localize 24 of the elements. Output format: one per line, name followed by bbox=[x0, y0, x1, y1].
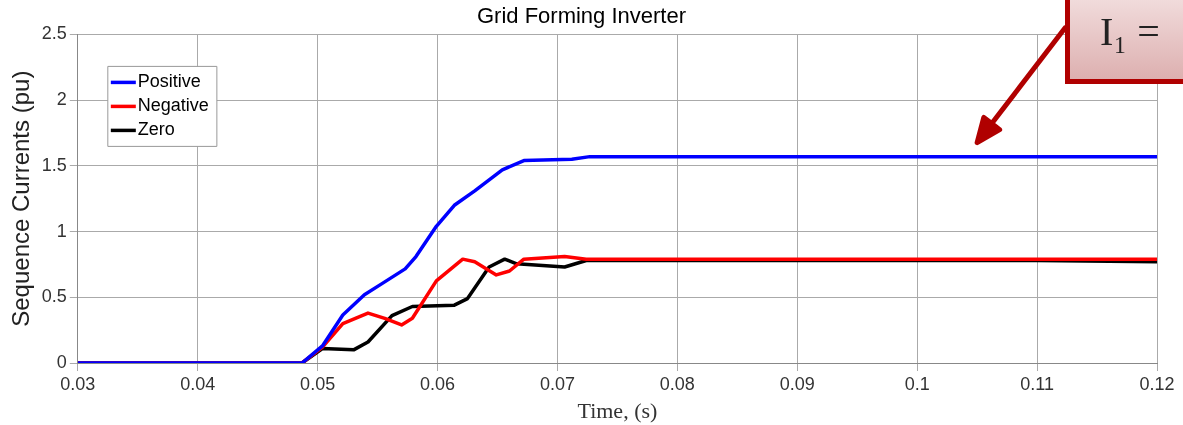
x-tick-label: 0.1 bbox=[904, 373, 930, 394]
y-tick-label: 1 bbox=[56, 220, 67, 241]
annotation: I₁ = bbox=[1100, 9, 1160, 54]
x-tick-label: 0.05 bbox=[300, 373, 336, 394]
y-tick-label: 0 bbox=[56, 351, 67, 372]
x-tick-label: 0.09 bbox=[779, 373, 815, 394]
y-tick-label: 2.5 bbox=[41, 23, 67, 44]
x-tick-label: 0.06 bbox=[420, 373, 456, 394]
chart-title: Grid Forming Inverter bbox=[476, 3, 687, 29]
legend-label: Negative bbox=[137, 95, 209, 116]
y-tick-label: 0.5 bbox=[41, 286, 67, 307]
x-tick-label: 0.08 bbox=[659, 373, 695, 394]
x-axis-title: Time, (s) bbox=[577, 397, 658, 423]
y-axis-title: Sequence Currents (pu) bbox=[7, 70, 35, 327]
y-tick-label: 1.5 bbox=[41, 154, 67, 175]
x-tick-label: 0.11 bbox=[1020, 373, 1054, 394]
x-tick-label: 0.03 bbox=[60, 373, 96, 394]
legend-label: Positive bbox=[137, 71, 201, 92]
x-tick-label: 0.04 bbox=[180, 373, 216, 394]
callout-box: I₁ = bbox=[1065, 0, 1183, 84]
x-tick-label: 0.07 bbox=[539, 373, 575, 394]
x-tick-label: 0.12 bbox=[1139, 373, 1175, 394]
legend-label: Zero bbox=[137, 119, 175, 140]
y-tick-label: 2 bbox=[56, 89, 67, 110]
